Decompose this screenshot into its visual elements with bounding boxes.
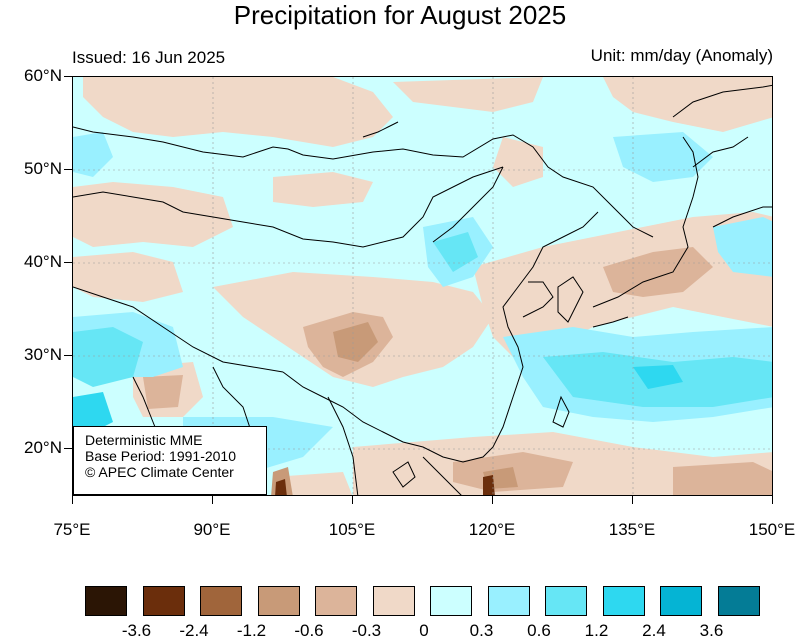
legend-label: -2.4 — [179, 621, 209, 640]
legend-swatch — [545, 586, 587, 616]
issued-date: Issued: 16 Jun 2025 — [72, 48, 226, 67]
legend-swatch — [372, 586, 415, 616]
info-box: Deterministic MME Base Period: 1991-2010… — [73, 426, 267, 495]
chart-title: Precipitation for August 2025 — [233, 0, 567, 30]
legend-label: 0.6 — [527, 621, 551, 640]
legend-label: 0.3 — [469, 621, 494, 640]
legend-swatch — [660, 586, 702, 616]
lon-label-135e: 135°E — [608, 520, 656, 539]
lat-label-20n: 20°N — [24, 438, 62, 457]
legend-label: 0 — [419, 621, 429, 640]
lat-tick — [64, 355, 72, 356]
legend-swatch — [315, 586, 357, 616]
legend-swatch — [717, 586, 760, 616]
legend-label: 1.2 — [584, 621, 609, 640]
info-copyright: © APEC Climate Center — [85, 464, 234, 480]
lon-label-105e: 105°E — [328, 520, 376, 539]
lon-tick — [632, 496, 633, 504]
positive-anomaly-very-strong — [73, 365, 683, 432]
lon-label-150e: 150°E — [748, 520, 796, 539]
legend-label: -1.2 — [236, 621, 267, 640]
legend-label: 2.4 — [642, 621, 666, 640]
precipitation-map[interactable] — [72, 76, 773, 496]
lon-tick — [212, 496, 213, 504]
legend-swatch — [200, 586, 242, 616]
lat-tick — [64, 76, 72, 77]
legend-swatch — [487, 586, 530, 616]
legend-label: -3.6 — [121, 621, 152, 640]
coastlines-borders — [73, 84, 772, 495]
legend-label: 3.6 — [699, 621, 724, 640]
info-base-period: Base Period: 1991-2010 — [85, 448, 236, 464]
lat-tick — [64, 448, 72, 449]
negative-anomaly-dark — [275, 475, 495, 495]
legend-label: -0.3 — [351, 621, 382, 640]
lon-tick — [492, 496, 493, 504]
unit-label: Unit: mm/day (Anomaly) — [590, 46, 773, 65]
lat-label-50n: 50°N — [24, 159, 62, 178]
legend-swatch — [257, 586, 300, 616]
legend-swatch — [430, 586, 472, 616]
lon-tick — [352, 496, 353, 504]
legend-swatch — [85, 586, 127, 616]
lat-label-60n: 60°N — [24, 66, 62, 85]
lat-tick — [64, 262, 72, 263]
lon-label-90e: 90°E — [193, 520, 231, 539]
legend-swatch — [142, 586, 185, 616]
legend-label: -0.6 — [294, 621, 324, 640]
lon-tick — [772, 496, 773, 504]
info-model: Deterministic MME — [85, 432, 203, 448]
lat-label-30n: 30°N — [24, 345, 62, 364]
map-svg — [73, 77, 772, 495]
legend-swatch — [602, 586, 645, 616]
lon-label-120e: 120°E — [468, 520, 516, 539]
lon-label-75e: 75°E — [53, 520, 91, 539]
lat-label-40n: 40°N — [24, 252, 62, 271]
lon-tick — [72, 496, 73, 504]
lat-tick — [64, 169, 72, 170]
